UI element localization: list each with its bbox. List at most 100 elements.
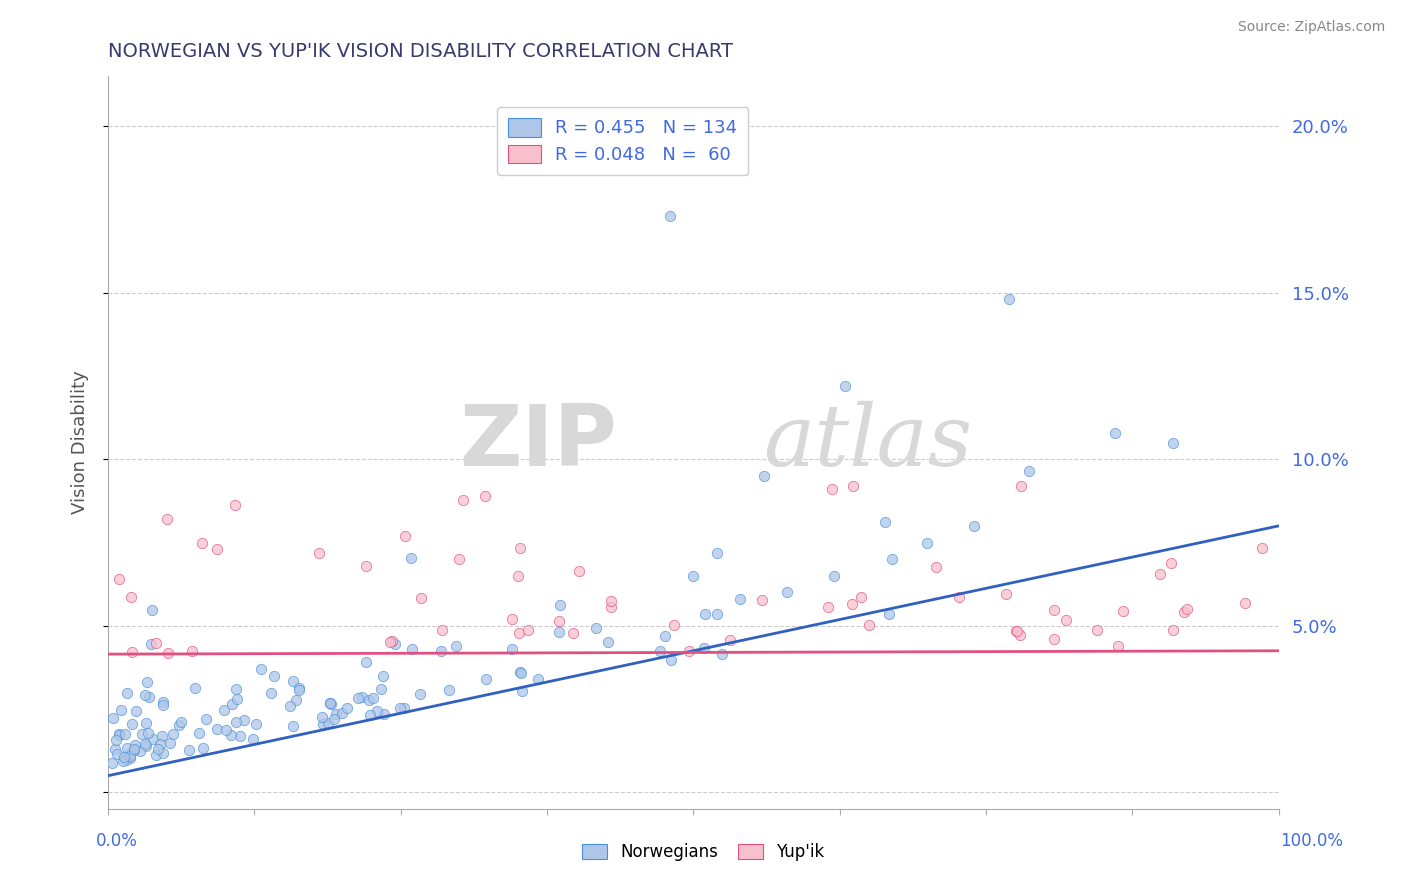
Point (823, 569, 845, 583)
Point (311, 710, 333, 724)
Point (925, 559, 948, 574)
Point (751, 592, 773, 607)
Point (316, 715, 339, 730)
Point (650, 643, 672, 657)
Point (312, 716, 335, 731)
Point (409, 687, 432, 701)
Point (114, 727, 136, 741)
Point (221, 698, 243, 712)
Point (392, 700, 415, 714)
Point (225, 682, 247, 697)
Point (145, 748, 167, 763)
Point (242, 732, 264, 747)
Point (1043, 603, 1066, 617)
Point (288, 681, 311, 695)
Point (373, 707, 395, 722)
Point (319, 697, 342, 711)
Legend: Norwegians, Yup'ik: Norwegians, Yup'ik (575, 837, 831, 868)
Point (568, 564, 591, 578)
Point (664, 617, 686, 632)
Point (319, 696, 342, 710)
Point (373, 669, 395, 683)
Point (1018, 464, 1040, 478)
Point (352, 690, 374, 704)
Point (444, 639, 467, 653)
Point (693, 640, 716, 655)
Point (516, 624, 538, 638)
Point (1173, 605, 1195, 619)
Point (995, 587, 1018, 601)
Point (354, 558, 377, 573)
Point (449, 552, 471, 566)
Legend: R = 0.455   N = 134, R = 0.048   N =  60: R = 0.455 N = 134, R = 0.048 N = 60 (498, 107, 748, 175)
Point (179, 743, 201, 757)
Point (142, 731, 165, 746)
Point (366, 704, 388, 718)
Point (561, 626, 583, 640)
Point (658, 209, 681, 223)
Point (212, 703, 235, 717)
Point (107, 727, 129, 741)
Point (288, 683, 311, 698)
Point (107, 728, 129, 742)
Point (121, 645, 143, 659)
Point (207, 723, 229, 737)
Point (710, 648, 733, 662)
Point (195, 712, 218, 726)
Point (110, 703, 132, 717)
Point (152, 695, 174, 709)
Point (401, 551, 423, 566)
Point (117, 686, 139, 700)
Point (834, 379, 856, 393)
Point (121, 717, 143, 731)
Point (225, 714, 247, 729)
Point (526, 673, 548, 687)
Point (501, 641, 523, 656)
Point (475, 672, 498, 686)
Text: NORWEGIAN VS YUP'IK VISION DISABILITY CORRELATION CHART: NORWEGIAN VS YUP'IK VISION DISABILITY CO… (108, 42, 733, 61)
Point (308, 545, 330, 559)
Y-axis label: Vision Disability: Vision Disability (72, 371, 89, 515)
Point (347, 690, 370, 705)
Point (357, 693, 380, 707)
Point (159, 736, 181, 750)
Point (706, 545, 728, 559)
Point (134, 737, 156, 751)
Point (149, 737, 172, 751)
Point (1005, 624, 1028, 639)
Point (101, 711, 124, 725)
Point (250, 661, 273, 675)
Point (506, 569, 529, 583)
Point (135, 739, 157, 753)
Point (125, 704, 148, 718)
Point (1054, 613, 1077, 627)
Point (370, 681, 392, 696)
Point (170, 715, 193, 730)
Point (508, 626, 530, 640)
Point (1043, 632, 1066, 647)
Point (998, 293, 1021, 307)
Point (821, 482, 844, 496)
Point (817, 599, 839, 614)
Point (474, 489, 496, 503)
Point (152, 698, 174, 713)
Point (148, 741, 170, 756)
Point (752, 469, 775, 483)
Point (600, 600, 623, 615)
Point (215, 723, 238, 738)
Point (1104, 425, 1126, 440)
Point (548, 614, 571, 628)
Point (281, 719, 304, 733)
Point (136, 726, 159, 740)
Point (659, 653, 682, 667)
Point (381, 633, 404, 648)
Point (226, 692, 249, 706)
Point (429, 644, 451, 658)
Point (112, 754, 135, 768)
Point (718, 632, 741, 647)
Text: ZIP: ZIP (460, 401, 617, 484)
Point (150, 730, 173, 744)
Point (319, 696, 342, 710)
Text: 100.0%: 100.0% (1279, 831, 1343, 849)
Point (104, 732, 127, 747)
